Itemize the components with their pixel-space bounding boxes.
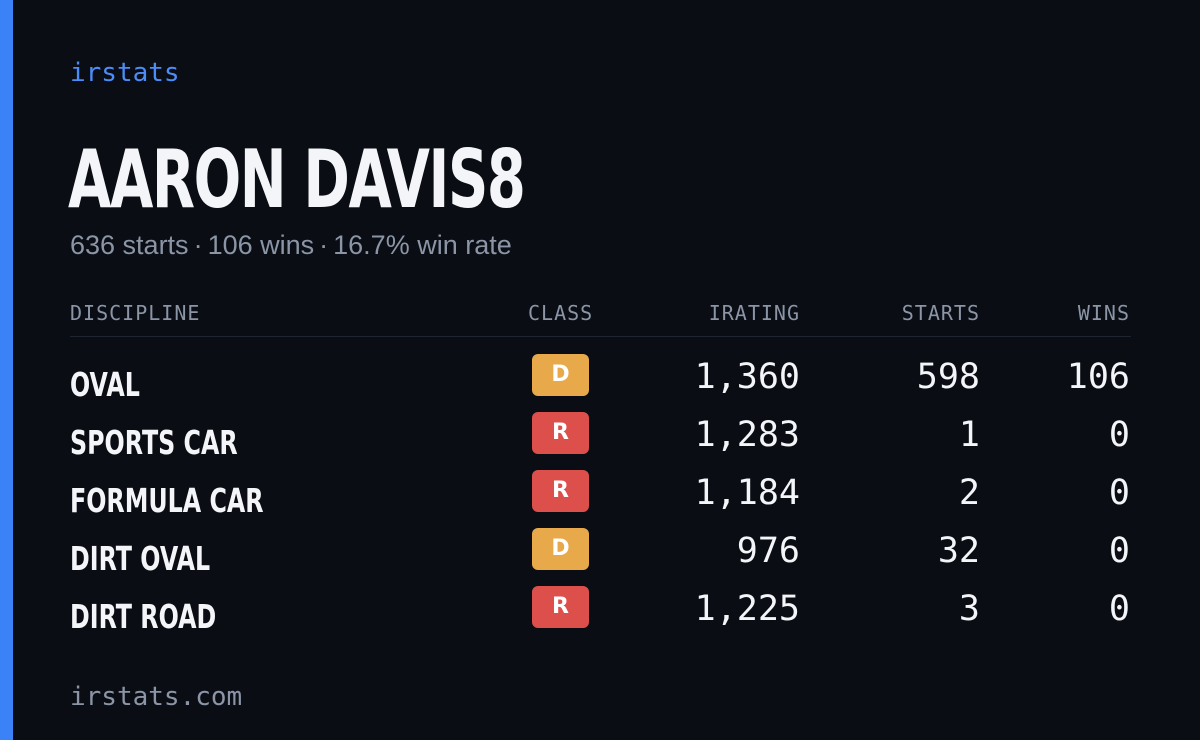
irating-value: 1,360 [694,357,800,397]
wins-value: 0 [1108,473,1130,513]
irating-value: 1,225 [694,589,800,629]
separator-dot: · [319,230,329,260]
wins-summary: 106 wins [207,230,315,260]
table-row: DIRT ROAD R 1,225 3 0 [70,586,1131,644]
winrate-summary: 16.7% win rate [333,230,512,260]
discipline-name: FORMULA CAR [70,481,264,520]
class-badge: R [532,586,589,628]
column-header-class: CLASS [528,301,594,325]
wins-value: 106 [1066,357,1130,397]
table-body: OVAL D 1,360 598 106 SPORTS CAR R 1,283 1 0 FORMUL… [70,354,1131,644]
table-row: SPORTS CAR R 1,283 1 0 [70,412,1131,470]
table-row: DIRT OVAL D 976 32 0 [70,528,1131,586]
irating-value: 976 [736,531,800,571]
wins-value: 0 [1108,589,1130,629]
table-row: FORMULA CAR R 1,184 2 0 [70,470,1131,528]
discipline-name: SPORTS CAR [70,423,238,462]
discipline-name: DIRT ROAD [70,597,217,636]
table-header: DISCIPLINE CLASS IRATING STARTS WINS [70,296,1131,337]
column-header-wins: WINS [1077,301,1130,325]
column-header-discipline: DISCIPLINE [70,301,201,325]
wins-value: 0 [1108,531,1130,571]
discipline-name: OVAL [70,365,140,404]
table-row: OVAL D 1,360 598 106 [70,354,1131,412]
class-badge: R [532,470,589,512]
column-header-starts: STARTS [901,301,980,325]
column-header-irating: IRATING [708,301,800,325]
discipline-name: DIRT OVAL [70,539,211,578]
footer-url[interactable]: irstats.com [70,682,243,712]
starts-value: 598 [916,357,980,397]
starts-value: 32 [937,531,980,571]
irating-value: 1,184 [694,473,800,513]
player-name: AARON DAVIS8 [68,133,526,226]
class-badge: D [532,528,589,570]
starts-value: 2 [958,473,980,513]
accent-bar [0,0,13,740]
starts-value: 1 [958,415,980,455]
class-badge: R [532,412,589,454]
player-summary: 636 starts · 106 wins · 16.7% win rate [70,227,512,263]
brand-logo[interactable]: irstats [70,58,180,88]
irating-value: 1,283 [694,415,800,455]
separator-dot: · [193,230,203,260]
starts-value: 3 [958,589,980,629]
class-badge: D [532,354,589,396]
discipline-table: DISCIPLINE CLASS IRATING STARTS WINS OVA… [70,296,1131,644]
wins-value: 0 [1108,415,1130,455]
starts-summary: 636 starts [70,230,189,260]
